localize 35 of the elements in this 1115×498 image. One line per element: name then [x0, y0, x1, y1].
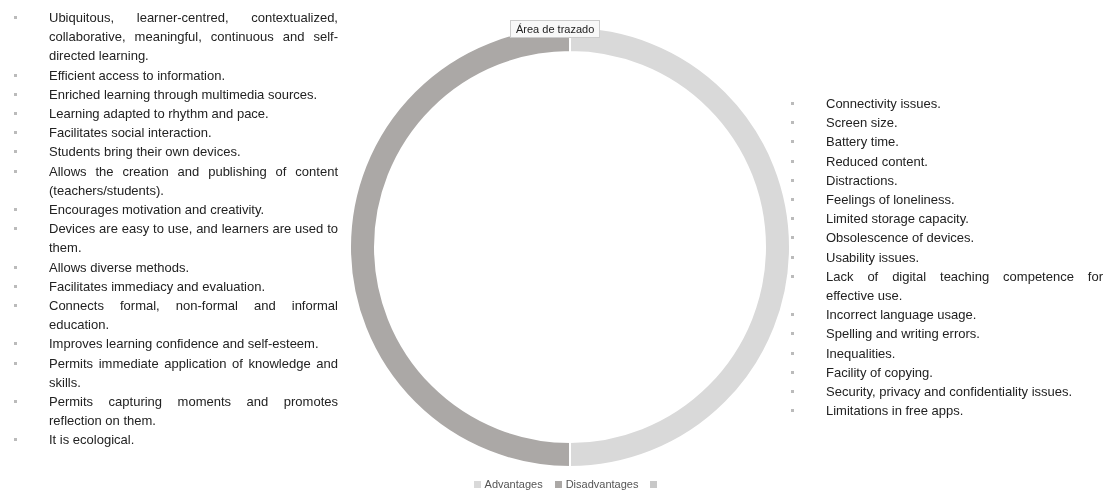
text: Efficient access to information. — [49, 66, 227, 85]
legend-label: Advantages — [484, 478, 543, 490]
text: Permits immediate application of knowledge and skills. — [49, 354, 338, 392]
text: Reduced content. — [826, 152, 929, 171]
text: It is ecological. — [49, 431, 136, 450]
text: Security, privacy and confidentiality issues. — [826, 383, 1074, 402]
text: Distractions. — [826, 171, 899, 190]
text: Usability issues. — [826, 248, 921, 267]
text: Spelling and writing errors. — [826, 325, 981, 344]
text: Battery time. — [826, 133, 900, 152]
text: Encourages motivation and creativity. — [49, 201, 266, 220]
text: Facilitates immediacy and evaluation. — [49, 277, 267, 296]
text: Learning adapted to rhythm and pace. — [49, 105, 270, 123]
text: Obsolescence of devices. — [826, 229, 976, 248]
text: Connectivity issues. — [826, 95, 942, 113]
legend-label: Disadvantages — [565, 478, 639, 490]
text: Devices are easy to use, and learners are used to them. — [49, 220, 338, 258]
text: Students bring their own devices. — [49, 143, 242, 162]
text: Connects formal, non-formal and informal education. — [49, 297, 338, 335]
text: Facility of copying. — [826, 363, 934, 382]
text: Feelings of loneliness. — [826, 191, 956, 209]
text: Allows diverse methods. — [49, 258, 191, 277]
text: Limitations in free apps. — [826, 402, 965, 421]
text: Screen size. — [826, 114, 899, 133]
text: Allows the creation and publishing of content (teachers/students). — [49, 162, 338, 200]
text: Inequalities. — [826, 344, 897, 363]
text: Incorrect language usage. — [826, 306, 978, 325]
text: Permits capturing moments and promotes reflection on them. — [49, 393, 338, 431]
text: Lack of digital teaching competence for effective use. — [826, 267, 1103, 306]
text: Limited storage capacity. — [826, 210, 970, 229]
text: Enriched learning through multimedia sources. — [49, 85, 319, 104]
text: Ubiquitous, learner-centred, contextualized, collaborative, meaningful, continuous and self-directed learning. — [49, 9, 338, 66]
text: Facilitates social interaction. — [49, 124, 213, 143]
text: Área de trazado — [510, 20, 601, 38]
text: Improves learning confidence and self-esteem. — [49, 335, 320, 354]
